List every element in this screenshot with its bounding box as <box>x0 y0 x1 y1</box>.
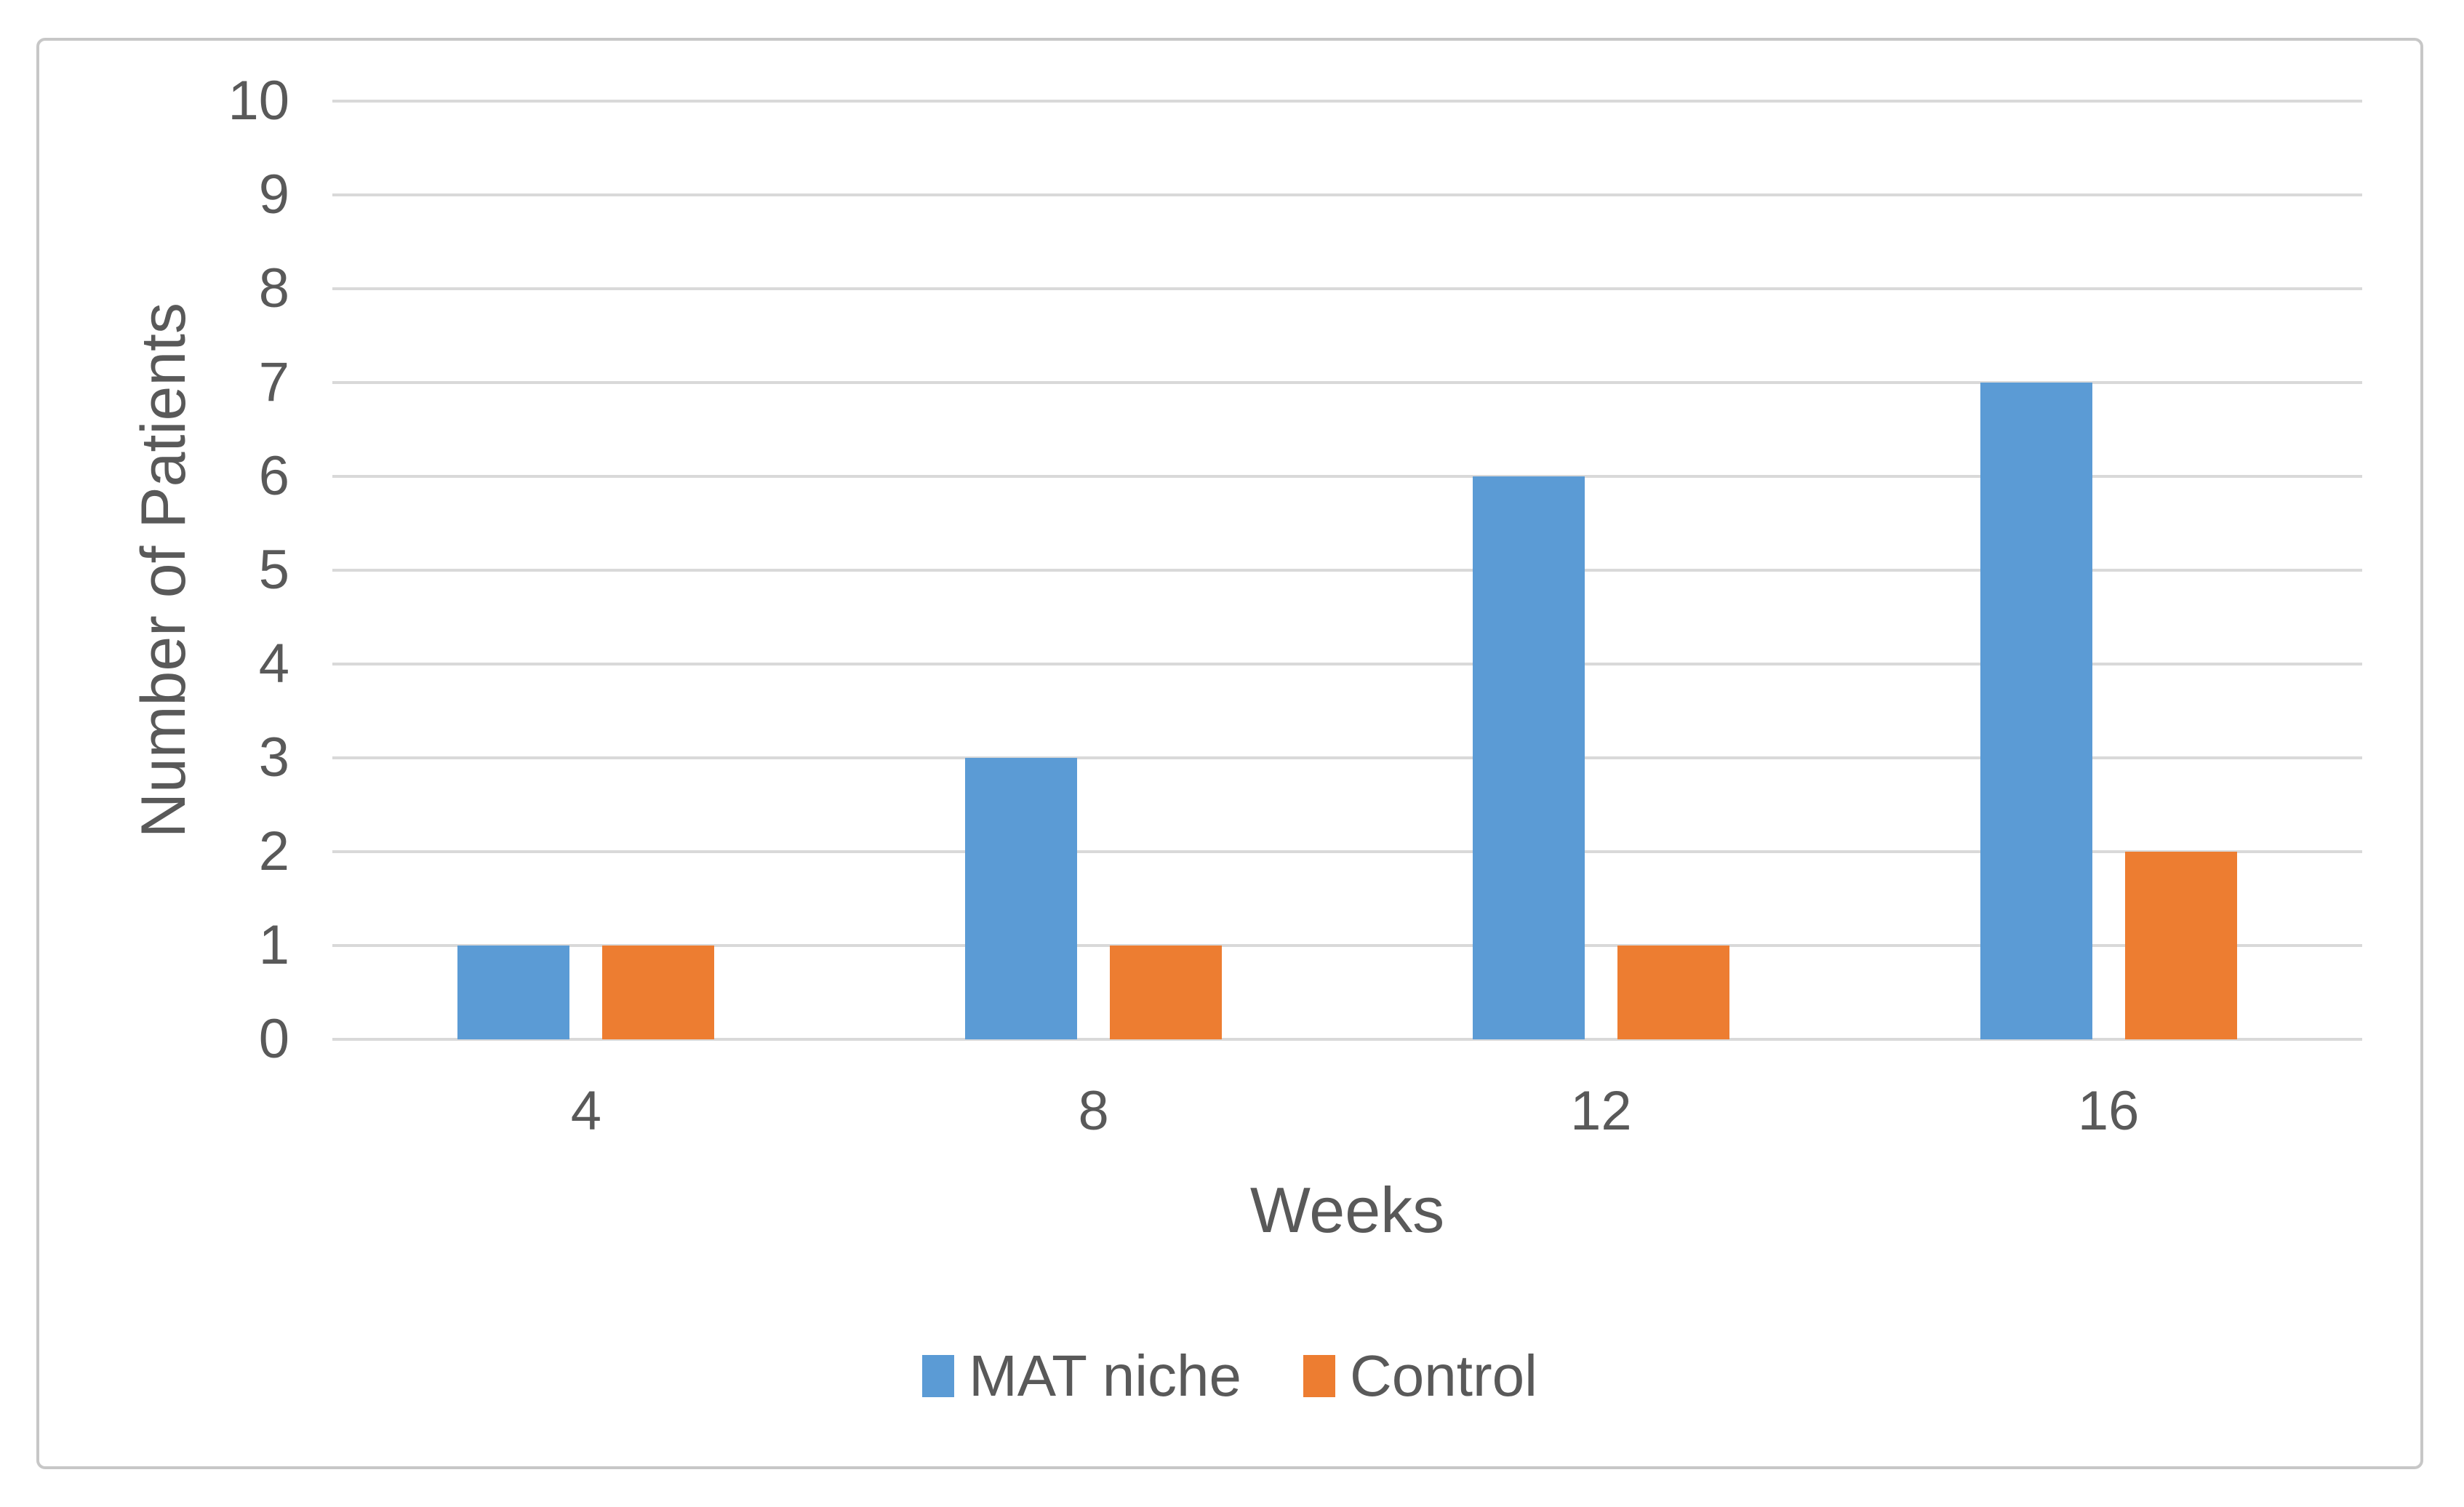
y-tick-label-5: 5 <box>258 539 289 601</box>
bar-control-week-12 <box>1617 946 1729 1039</box>
gridline-y4 <box>332 663 2362 665</box>
y-tick-label-10: 10 <box>228 70 289 132</box>
legend-swatch-control <box>1303 1355 1336 1397</box>
bar-control-week-16 <box>2124 852 2237 1039</box>
plot-area <box>332 100 2362 1041</box>
y-tick-label-2: 2 <box>258 820 289 882</box>
gridlines-layer <box>332 100 2362 1041</box>
legend-item-mat-niche: MAT niche <box>922 1347 1241 1405</box>
gridline-y3 <box>332 756 2362 759</box>
gridline-y8 <box>332 287 2362 290</box>
gridline-y6 <box>332 475 2362 478</box>
legend-item-control: Control <box>1303 1347 1537 1405</box>
legend-label-mat-niche: MAT niche <box>969 1343 1242 1408</box>
legend-label-control: Control <box>1350 1343 1537 1408</box>
y-tick-label-9: 9 <box>258 164 289 225</box>
legend: MAT niche Control <box>36 1347 2423 1405</box>
gridline-y10 <box>332 100 2362 103</box>
y-tick-label-4: 4 <box>258 633 289 695</box>
bar-control-week-4 <box>602 946 715 1039</box>
chart-border-frame <box>36 38 2423 1469</box>
bar-mat-niche-week-12 <box>1472 476 1585 1039</box>
gridline-y0 <box>332 1038 2362 1041</box>
y-tick-label-8: 8 <box>258 257 289 319</box>
bar-mat-niche-week-4 <box>457 946 570 1039</box>
bar-control-week-8 <box>1110 946 1223 1039</box>
y-tick-label-1: 1 <box>258 914 289 976</box>
y-tick-label-7: 7 <box>258 351 289 413</box>
y-axis-tick-labels: 0 1 2 3 4 5 6 7 8 9 10 <box>0 73 289 1067</box>
x-tick-label-12: 12 <box>1570 1080 1632 1142</box>
y-tick-label-6: 6 <box>258 445 289 507</box>
gridline-y1 <box>332 944 2362 947</box>
gridline-y9 <box>332 193 2362 196</box>
bar-mat-niche-week-16 <box>1980 383 2092 1039</box>
gridline-y7 <box>332 381 2362 384</box>
x-tick-label-4: 4 <box>570 1080 602 1142</box>
x-axis-tick-labels: 4 8 12 16 <box>332 1084 2362 1149</box>
bar-mat-niche-week-8 <box>965 758 1078 1039</box>
x-axis-title: Weeks <box>1249 1174 1445 1246</box>
gridline-y2 <box>332 850 2362 853</box>
x-tick-label-16: 16 <box>2077 1080 2140 1142</box>
legend-swatch-mat-niche <box>922 1355 955 1397</box>
y-tick-label-3: 3 <box>258 727 289 788</box>
y-tick-label-0: 0 <box>258 1008 289 1070</box>
x-tick-label-8: 8 <box>1078 1080 1109 1142</box>
gridline-y5 <box>332 569 2362 572</box>
bars-layer <box>332 101 2362 1039</box>
